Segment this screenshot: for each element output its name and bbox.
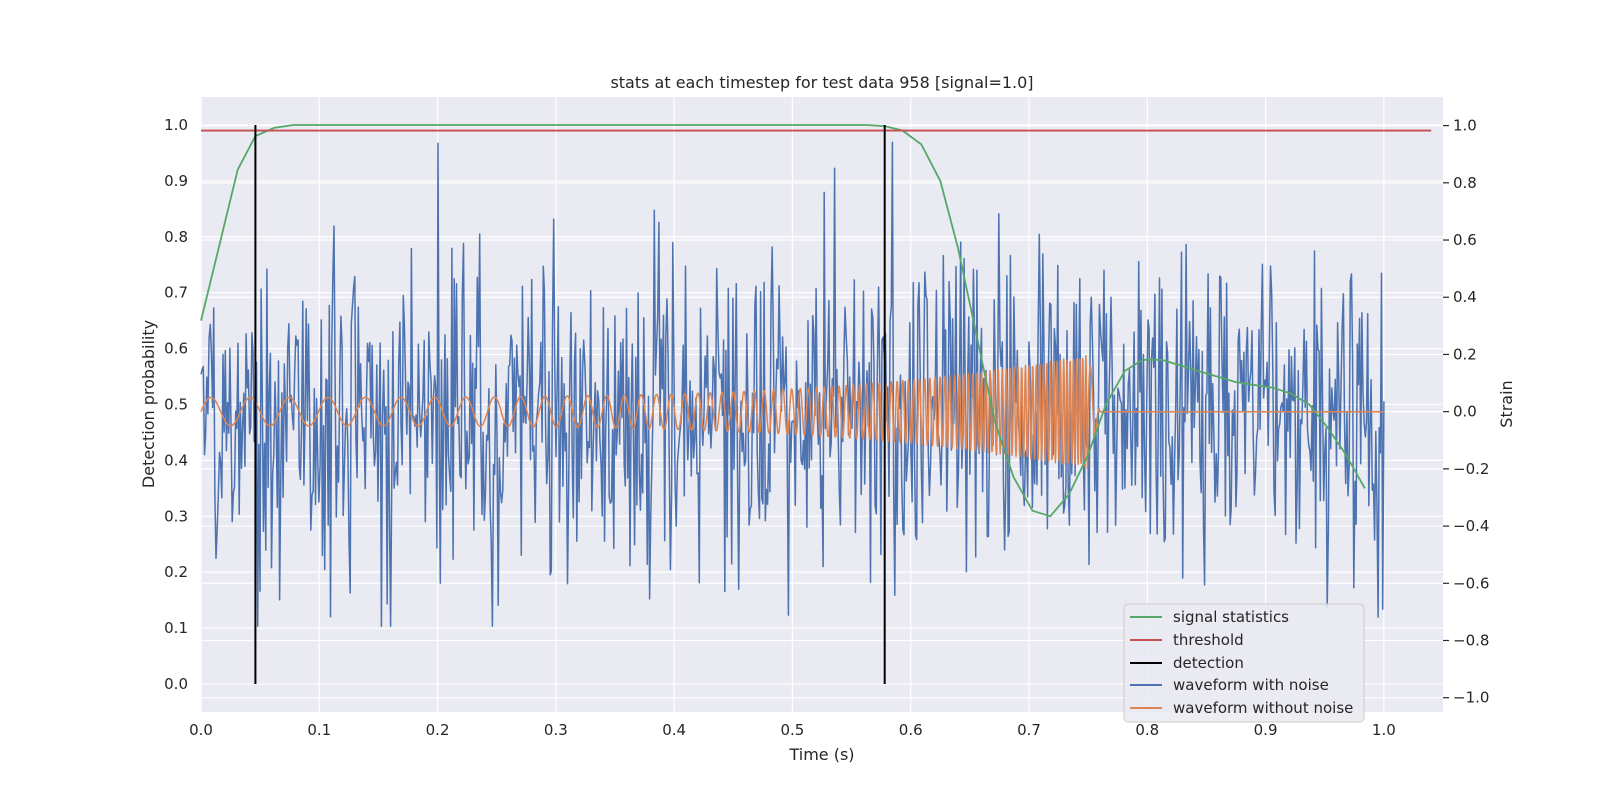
x-tick-label: 0.9 [1254,721,1278,739]
y-tick-label: 0.0 [164,675,188,693]
x-tick-label: 0.3 [544,721,568,739]
y2-tick-label: 1.0 [1453,117,1477,135]
x-tick-label: 0.1 [307,721,331,739]
x-tick-label: 0.7 [1017,721,1041,739]
legend: signal statistics threshold detection wa… [1123,603,1365,723]
x-tick-label: 0.2 [426,721,450,739]
y2-tick-label: 0.6 [1453,231,1477,249]
y2-tick-label: −0.8 [1453,631,1489,649]
legend-label-waveform-without-noise: waveform without noise [1173,699,1353,717]
x-axis-title: Time (s) [788,745,854,764]
series-waveform-with-noise [200,141,1385,627]
y2-tick-label: 0.4 [1453,288,1477,306]
series-waveform-without-noise [200,354,1385,470]
y2-axis-title: Strain [1497,380,1516,427]
series-layer [200,124,1432,685]
y2-tick-label: 0.0 [1453,403,1477,421]
y-tick-label: 1.0 [164,116,188,134]
x-tick-label: 0.0 [189,721,213,739]
y-tick-label: 0.1 [164,619,188,637]
y2-tick-label: −0.6 [1453,574,1489,592]
x-tick-label: 0.4 [662,721,686,739]
y-tick-label: 0.4 [164,451,188,469]
y2-tick-label: 0.2 [1453,345,1477,363]
y2-tick-label: −1.0 [1453,689,1489,707]
y-tick-label: 0.5 [164,396,188,414]
x-tick-label: 0.8 [1135,721,1159,739]
y-tick-label: 0.7 [164,284,188,302]
axis-layer: 0.0 0.1 0.2 0.3 0.4 0.5 0.6 0.7 0.8 0.9 1.0 0.0 0.1 0… [164,116,1489,739]
y-tick-label: 0.3 [164,507,188,525]
x-tick-label: 0.5 [780,721,804,739]
y-tick-label: 0.6 [164,340,188,358]
legend-label-waveform-with-noise: waveform with noise [1173,676,1329,694]
series-signal-statistics [200,124,1366,518]
y-tick-label: 0.8 [164,228,188,246]
x-tick-label: 0.6 [899,721,923,739]
legend-label-signal-statistics: signal statistics [1173,608,1289,626]
y2-tick-label: 0.8 [1453,174,1477,192]
y2-tick-label: −0.4 [1453,517,1489,535]
chart-title: stats at each timestep for test data 958… [610,73,1033,92]
y-tick-label: 0.2 [164,563,188,581]
x-tick-label: 1.0 [1372,721,1396,739]
y-axis-title: Detection probability [139,320,158,488]
y2-tick-label: −0.2 [1453,460,1489,478]
legend-label-threshold: threshold [1173,631,1244,649]
y-tick-label: 0.9 [164,172,188,190]
legend-label-detection: detection [1173,654,1244,672]
legend-box [1123,603,1365,723]
